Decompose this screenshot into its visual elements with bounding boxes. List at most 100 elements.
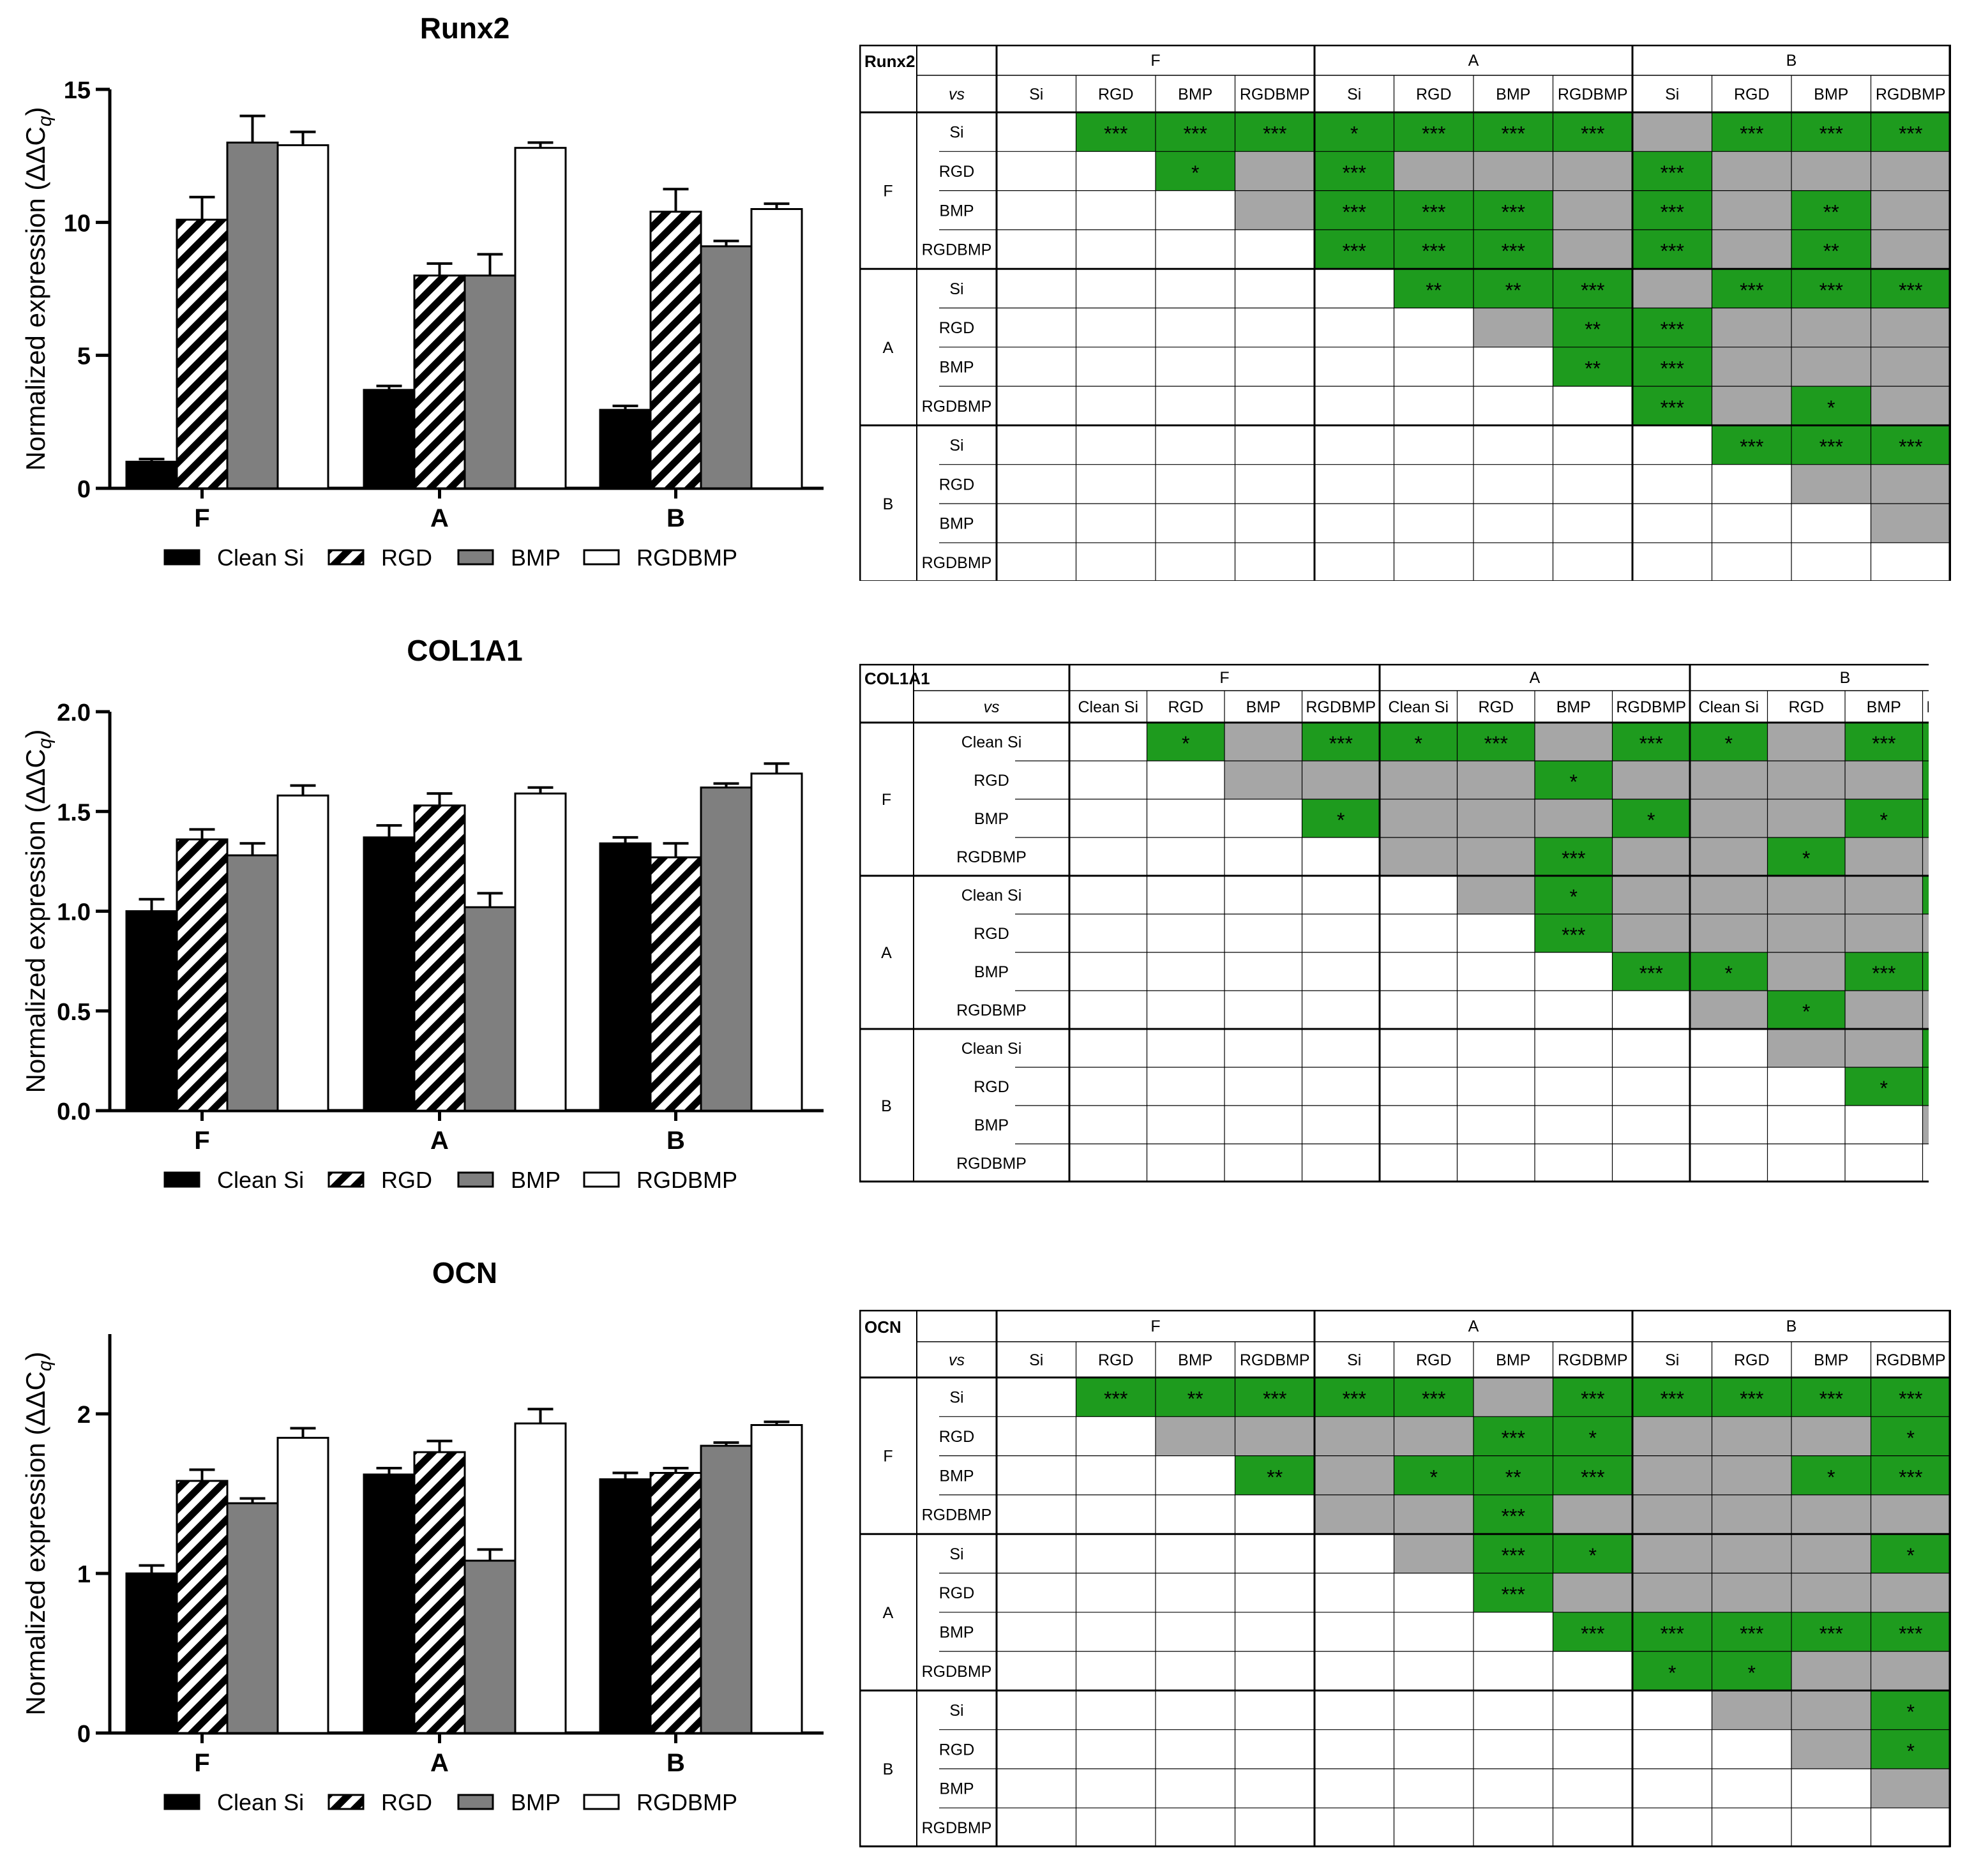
table-cell: [1871, 425, 1950, 465]
x-tick-label: F: [194, 1749, 209, 1777]
table-cell: [1076, 1377, 1156, 1417]
bar: [649, 1472, 702, 1734]
column-label: Si: [1665, 1351, 1679, 1369]
significance-mark: **: [1823, 200, 1839, 223]
table-cell: [1791, 112, 1871, 152]
legend-swatch: [583, 549, 620, 566]
table-cell: [1473, 190, 1553, 230]
significance-mark: *: [1802, 1000, 1810, 1023]
significance-mark: ***: [1661, 161, 1684, 184]
runx2-table-svg: *** *** *** * *** *** *** *** *** **** *** ****** **…: [859, 45, 1951, 581]
y-tick-label: 10: [64, 210, 91, 237]
bar: [226, 1502, 279, 1734]
bar: [750, 208, 803, 490]
significance-mark: **: [1823, 240, 1839, 263]
table-cell: [1871, 229, 1950, 269]
table-cell: [1302, 799, 1380, 837]
significance-mark: ***: [1502, 1583, 1525, 1606]
significance-mark: **: [1505, 1466, 1521, 1489]
table-cell: [1394, 190, 1473, 230]
table-cell: [1156, 112, 1235, 152]
y-axis-label-close: ): [20, 1352, 50, 1361]
bar: [514, 792, 567, 1112]
table-cell: [1767, 837, 1845, 876]
bar: [363, 836, 416, 1112]
table-cell: [1553, 1573, 1632, 1612]
table-cell: [1871, 1416, 1950, 1456]
row-label: BMP: [974, 810, 1009, 828]
significance-mark: *: [1415, 732, 1422, 755]
runx2-chart-svg: Runx2 Normalized expression (ΔΔCq) 0 5 10 15 F…: [20, 11, 824, 571]
table-cell: [1315, 1377, 1394, 1417]
x-tick-label: B: [667, 1127, 685, 1155]
table-cell: [1315, 1416, 1394, 1456]
table-cell: [1871, 464, 1950, 504]
column-label: RGDBMP: [1558, 1351, 1628, 1369]
row-label: BMP: [974, 963, 1009, 981]
table-cell: [1632, 269, 1712, 308]
row-label: Clean Si: [961, 887, 1022, 904]
row-label: RGDBMP: [922, 241, 992, 259]
column-label: RGD: [1416, 86, 1452, 103]
table-cell: [1315, 112, 1394, 152]
bar: [413, 274, 466, 490]
table-cell: [1473, 308, 1553, 347]
table-cell: [1632, 308, 1712, 347]
y-axis-label-sub: q: [34, 116, 56, 126]
column-label: BMP: [1556, 698, 1591, 716]
legend-label: Clean Si: [217, 1789, 304, 1815]
table-border: [859, 1310, 1951, 1848]
significance-mark: ***: [1422, 200, 1445, 223]
row-label: RGD: [939, 1584, 975, 1602]
significance-mark: **: [1187, 1388, 1203, 1411]
table-title: OCN: [864, 1317, 901, 1337]
significance-mark: ***: [1263, 123, 1286, 146]
table-cell: [1394, 151, 1473, 191]
column-label: RGDBMP: [1306, 698, 1376, 716]
table-cell: [1767, 991, 1845, 1029]
table-cell: [1791, 1729, 1871, 1769]
table-cell: [1871, 151, 1950, 191]
table-cell: [1473, 151, 1553, 191]
bar: [463, 906, 516, 1112]
table-cell: [1380, 799, 1458, 837]
legend-swatch: [328, 1171, 365, 1188]
y-tick-label: 2: [77, 1402, 91, 1429]
table-cell: [1457, 876, 1535, 914]
legend-swatch: [328, 1794, 365, 1810]
x-tick-label: A: [430, 1127, 449, 1155]
bar: [599, 1478, 652, 1734]
table-border: [859, 45, 1951, 581]
table-cell: [1767, 876, 1845, 914]
table-cell: [1632, 1573, 1712, 1612]
legend-swatch: [457, 549, 494, 566]
significance-mark: *: [1827, 1466, 1835, 1489]
table-cell: [1791, 1455, 1871, 1495]
table-cell: [1553, 229, 1632, 269]
table-cell: [1394, 269, 1473, 308]
table-cell: [1632, 190, 1712, 230]
table-cell: [1871, 1573, 1950, 1612]
table-cell: [1473, 229, 1553, 269]
significance-mark: *: [1647, 809, 1655, 832]
significance-mark: ***: [1820, 279, 1843, 302]
table-cell: [1535, 799, 1613, 837]
table-cell: [1632, 1612, 1712, 1652]
table-cell: [1235, 1377, 1315, 1417]
significance-mark: ***: [1343, 240, 1366, 263]
column-label: RGDBMP: [1876, 86, 1946, 103]
column-group-label: F: [1150, 1317, 1160, 1335]
bar: [226, 854, 279, 1112]
table-cell: [1224, 761, 1302, 799]
table-cell: [1845, 1067, 1923, 1106]
table-cell: [1871, 1377, 1950, 1417]
table-cell: [1922, 723, 1929, 761]
x-tick-label: F: [194, 504, 209, 532]
bar: [750, 772, 803, 1112]
column-label: RGDBMP: [1616, 698, 1686, 716]
table-cell: [1871, 1494, 1950, 1535]
table-cell: [1871, 112, 1950, 152]
table-cell: [1712, 229, 1791, 269]
table-cell: [1612, 837, 1690, 876]
x-tick-label: B: [667, 1749, 685, 1777]
